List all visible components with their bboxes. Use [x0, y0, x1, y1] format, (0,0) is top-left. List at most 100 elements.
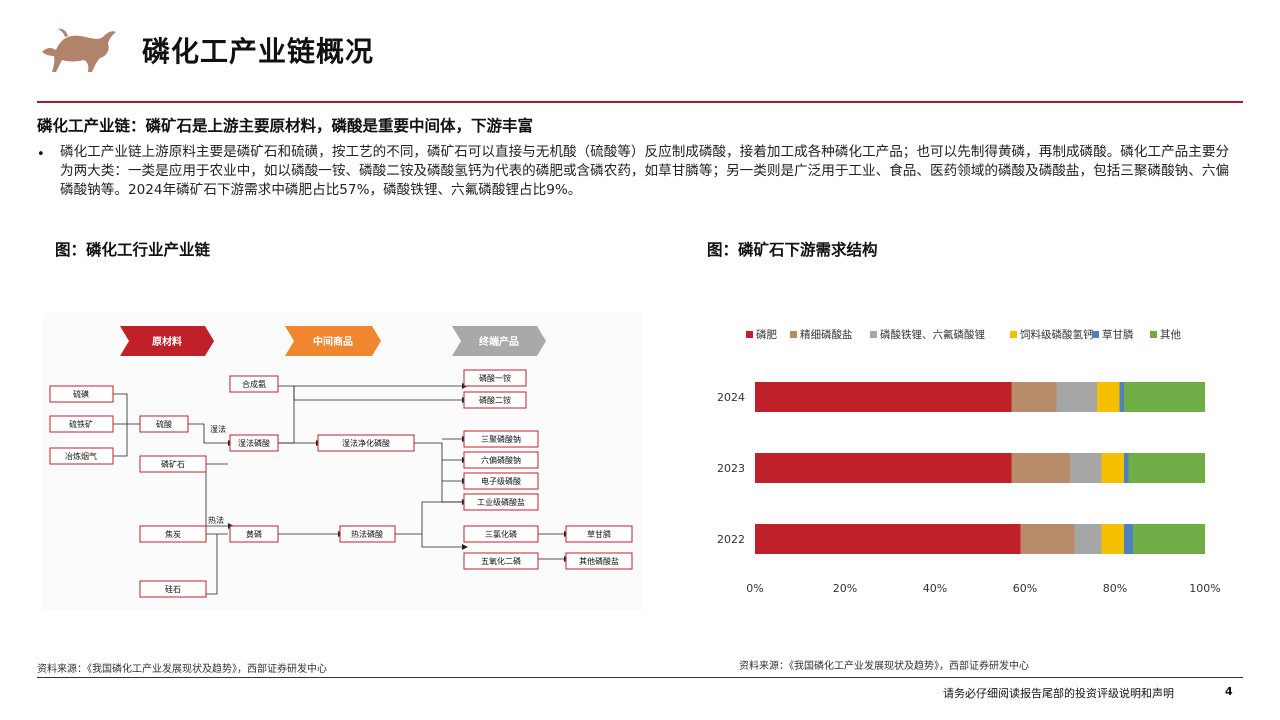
node-stpp: 三聚磷酸钠	[463, 430, 539, 448]
svg-text:硅石: 硅石	[165, 584, 181, 594]
title-divider	[37, 101, 1243, 103]
node-smelter-gas: 冶炼烟气	[49, 447, 114, 465]
category-label: 2023	[717, 462, 745, 475]
stage-arrow-end-products	[452, 326, 546, 356]
bar-segment	[1070, 453, 1102, 483]
x-tick-label: 80%	[1103, 582, 1127, 595]
bar-segment	[1133, 524, 1205, 554]
svg-text:湿法净化磷酸: 湿法净化磷酸	[342, 438, 390, 448]
bar-segment	[1124, 524, 1133, 554]
bar-segment	[755, 453, 1012, 483]
bar-segment	[1074, 524, 1102, 554]
svg-text:湿法磷酸: 湿法磷酸	[238, 438, 270, 448]
legend-label: 草甘膦	[1102, 328, 1134, 341]
bullet-marker: •	[37, 147, 45, 162]
legend-label: 磷酸铁锂、六氟磷酸锂	[880, 328, 985, 341]
node-dap: 磷酸二铵	[463, 391, 527, 409]
legend-label: 其他	[1160, 328, 1182, 341]
node-sulfur: 硫磺	[49, 385, 114, 403]
footer-divider	[37, 677, 1243, 678]
node-wet-purified-acid: 湿法净化磷酸	[317, 434, 415, 452]
x-tick-label: 60%	[1013, 582, 1037, 595]
bar-segment	[1011, 382, 1057, 412]
svg-text:磷酸一铵: 磷酸一铵	[479, 373, 511, 383]
bar-segment	[1128, 453, 1205, 483]
x-tick-label: 20%	[833, 582, 857, 595]
diagram-background	[42, 313, 642, 610]
demand-structure-chart: 磷肥 精细磷酸盐 磷酸铁锂、六氟磷酸锂 饲料级磷酸氢钙 草甘膦 其他 2024 2023 202…	[717, 328, 1221, 595]
node-silica: 硅石	[139, 580, 207, 598]
stage-arrow-raw-materials	[120, 326, 214, 356]
bar-segment	[1097, 382, 1120, 412]
legend-swatch	[1150, 331, 1157, 338]
legend-label: 饲料级磷酸氢钙	[1020, 328, 1094, 341]
x-tick-label: 0%	[746, 582, 763, 595]
bar-segment	[1119, 382, 1124, 412]
node-coke: 焦炭	[139, 525, 207, 543]
node-pyrite: 硫铁矿	[49, 415, 114, 433]
svg-text:电子级磷酸: 电子级磷酸	[481, 476, 521, 486]
svg-text:工业级磷酸盐: 工业级磷酸盐	[477, 497, 525, 507]
section-headline: 磷化工产业链：磷矿石是上游主要原材料，磷酸是重要中间体，下游丰富	[37, 117, 534, 135]
source-note-left: 资料来源：《我国磷化工产业发展现状及趋势》，西部证券研发中心	[37, 664, 327, 675]
svg-text:硫磺: 硫磺	[73, 389, 89, 399]
bar-segment	[1124, 382, 1205, 412]
svg-text:焦炭: 焦炭	[165, 529, 181, 539]
svg-text:硫铁矿: 硫铁矿	[69, 419, 93, 429]
legend-label: 精细磷酸盐	[800, 328, 853, 341]
legend-swatch	[746, 331, 753, 338]
bar-segment	[755, 524, 1021, 554]
node-electronic-acid: 电子级磷酸	[463, 472, 539, 490]
stage-label-intermediate: 中间商品	[313, 335, 353, 348]
node-map: 磷酸一铵	[463, 369, 527, 387]
node-yellow-phosphorus: 黄磷	[229, 525, 279, 543]
bull-logo-icon	[42, 28, 116, 72]
diagram-connectors	[113, 385, 564, 595]
node-phosphate-rock: 磷矿石	[139, 455, 207, 473]
footer-disclaimer: 请务必仔细阅读报告尾部的投资评级说明和声明	[943, 687, 1174, 700]
legend-swatch	[870, 331, 877, 338]
svg-text:三氯化磷: 三氯化磷	[485, 529, 517, 539]
node-pcl3: 三氯化磷	[463, 525, 539, 543]
category-label: 2024	[717, 391, 745, 404]
x-tick-label: 40%	[923, 582, 947, 595]
svg-text:热法磷酸: 热法磷酸	[351, 529, 383, 539]
bar-segment	[1011, 453, 1070, 483]
node-p2s5: 五氧化二磷	[463, 552, 539, 570]
x-tick-label: 100%	[1189, 582, 1220, 595]
stage-arrow-intermediate	[285, 326, 381, 356]
legend-swatch	[790, 331, 797, 338]
svg-text:草甘膦: 草甘膦	[587, 529, 611, 539]
svg-text:磷酸二铵: 磷酸二铵	[479, 395, 511, 405]
node-thermal-acid: 热法磷酸	[339, 525, 396, 543]
industry-chain-diagram: 原材料 中间商品 终端产品 湿法 热法	[42, 313, 642, 610]
process-label-thermal: 热法	[208, 515, 224, 525]
svg-text:黄磷: 黄磷	[246, 529, 262, 539]
svg-text:其他磷酸盐: 其他磷酸盐	[579, 556, 619, 566]
page-number: 4	[1225, 685, 1233, 698]
legend-swatch	[1092, 331, 1099, 338]
svg-text:三聚磷酸钠: 三聚磷酸钠	[481, 434, 521, 444]
bullet-paragraph: 磷化工产业链上游原料主要是磷矿石和硫磺，按工艺的不同，磷矿石可以直接与无机酸（硫…	[60, 144, 1230, 198]
bar-segment	[1124, 453, 1129, 483]
stage-label-end-products: 终端产品	[479, 335, 519, 348]
node-glyphosate: 草甘膦	[565, 525, 633, 543]
node-sulfuric-acid: 硫酸	[139, 415, 189, 433]
svg-text:硫酸: 硫酸	[156, 419, 172, 429]
category-label: 2022	[717, 533, 745, 546]
bar-segment	[1020, 524, 1075, 554]
figure-left-title: 图：磷化工行业产业链	[55, 241, 211, 259]
page-title: 磷化工产业链概况	[142, 35, 375, 68]
stage-label-raw-materials: 原材料	[152, 335, 182, 348]
process-label-wet: 湿法	[210, 424, 226, 434]
figure-right-title: 图：磷矿石下游需求结构	[707, 241, 878, 259]
node-shmp: 六偏磷酸钠	[463, 451, 539, 469]
bar-segment	[1056, 382, 1097, 412]
node-other-phosphates: 其他磷酸盐	[565, 552, 633, 570]
bar-segment	[755, 382, 1012, 412]
source-note-right: 资料来源：《我国磷化工产业发展现状及趋势》，西部证券研发中心	[739, 661, 1029, 672]
svg-text:冶炼烟气: 冶炼烟气	[65, 451, 97, 461]
bar-segment	[1101, 453, 1124, 483]
legend-label: 磷肥	[756, 328, 777, 341]
node-industrial-phosphate: 工业级磷酸盐	[463, 493, 539, 511]
